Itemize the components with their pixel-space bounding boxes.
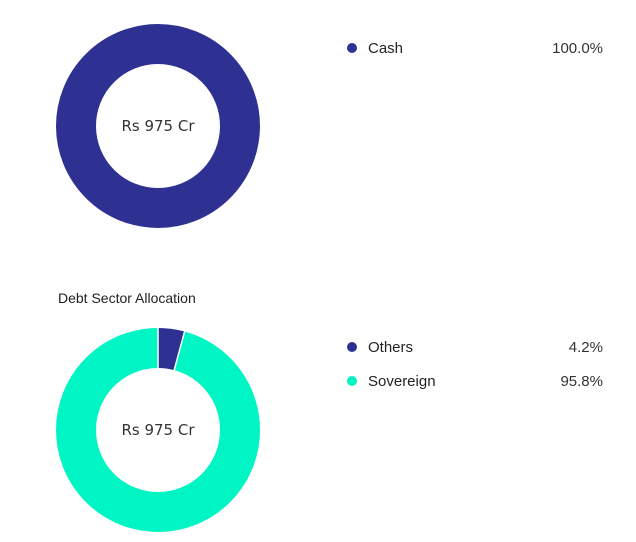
legend: Others 4.2% Sovereign 95.8% (347, 330, 603, 398)
slice-cash[interactable] (56, 24, 260, 228)
legend-dot-icon (347, 43, 357, 53)
legend-value: 95.8% (560, 372, 603, 390)
donut-hole (97, 369, 219, 491)
legend-value: 4.2% (568, 338, 603, 356)
legend-item-others[interactable]: Others 4.2% (347, 330, 603, 364)
center-total-label: Rs 975 Cr (121, 421, 195, 439)
legend-label: Others (368, 338, 414, 356)
donut-chart: Rs 975 Cr (56, 328, 260, 532)
legend-item-sovereign[interactable]: Sovereign 95.8% (347, 364, 603, 398)
donut-chart: Rs 975 Cr (56, 24, 260, 228)
legend-label: Sovereign (368, 372, 436, 390)
legend-value: 100.0% (552, 39, 603, 57)
legend-dot-icon (347, 376, 357, 386)
legend-item-cash[interactable]: Cash 100.0% (347, 31, 603, 65)
section-title: Debt Sector Allocation (58, 290, 196, 306)
donut-svg (56, 24, 260, 228)
legend-label: Cash (368, 39, 404, 57)
center-total-label: Rs 975 Cr (121, 117, 195, 135)
legend-dot-icon (347, 342, 357, 352)
donut-svg (56, 328, 260, 532)
legend: Cash 100.0% (347, 31, 603, 65)
